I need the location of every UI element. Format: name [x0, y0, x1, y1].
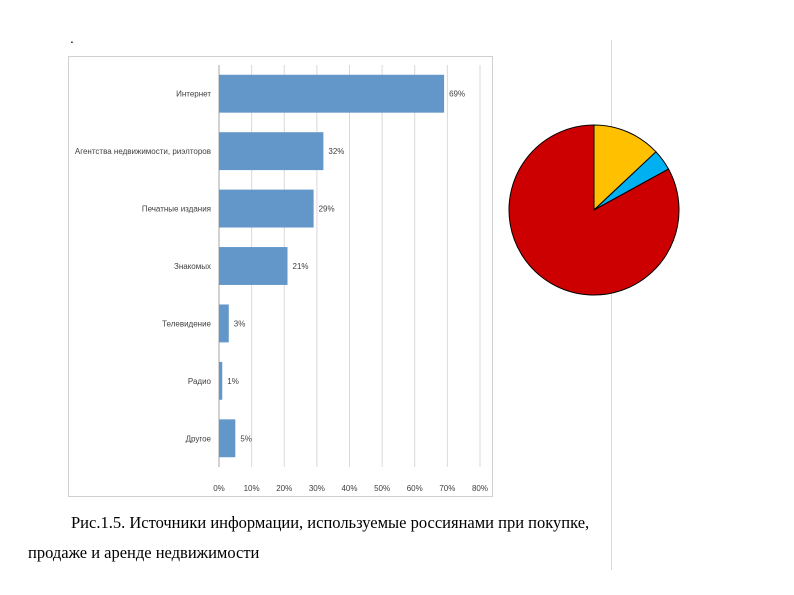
data-label: 5%: [240, 434, 252, 443]
bar: [219, 189, 314, 228]
x-tick-label: 20%: [276, 484, 292, 493]
x-tick-label: 60%: [407, 484, 423, 493]
category-label: Интернет: [176, 90, 211, 99]
data-label: 32%: [328, 147, 344, 156]
bar: [219, 304, 229, 343]
figure-caption: Рис.1.5. Источники информации, используе…: [28, 508, 618, 568]
bar: [219, 419, 236, 458]
category-label: Агентства недвижимости, риэлторов: [75, 147, 211, 156]
pie-chart: [506, 120, 682, 300]
category-label: Печатные издания: [142, 205, 211, 214]
page-margin-line: [611, 40, 612, 570]
caption-line-2: продаже и аренде недвижимости: [28, 543, 260, 562]
bar: [219, 132, 324, 171]
data-label: 21%: [293, 262, 309, 271]
bar: [219, 74, 445, 113]
data-label: 29%: [319, 205, 335, 214]
x-tick-label: 0%: [213, 484, 225, 493]
x-tick-label: 50%: [374, 484, 390, 493]
pie-chart-svg: [508, 124, 680, 296]
bar-chart: 0% 10% 20% 30% 40% 50% 60% 70% 80% Интернет 69% Аге…: [68, 56, 493, 497]
data-label: 69%: [449, 90, 465, 99]
category-label: Другое: [186, 434, 212, 443]
pie-slice: [508, 124, 680, 296]
data-label: 1%: [227, 377, 239, 386]
caption-line-1: Рис.1.5. Источники информации, используе…: [71, 513, 590, 532]
bar: [219, 361, 223, 400]
x-tick-label: 80%: [472, 484, 488, 493]
bar: [219, 247, 288, 285]
category-label: Радио: [188, 377, 212, 386]
stray-dot: .: [70, 30, 74, 46]
x-tick-label: 40%: [341, 484, 357, 493]
data-label: 3%: [234, 319, 246, 328]
category-label: Телевидение: [162, 319, 211, 328]
pie-slice: [593, 124, 657, 212]
x-tick-label: 70%: [439, 484, 455, 493]
bar-chart-svg: 0% 10% 20% 30% 40% 50% 60% 70% 80% Интернет 69% Аге…: [75, 65, 488, 493]
x-tick-label: 10%: [244, 484, 260, 493]
category-label: Знакомых: [174, 262, 211, 271]
x-tick-label: 30%: [309, 484, 325, 493]
